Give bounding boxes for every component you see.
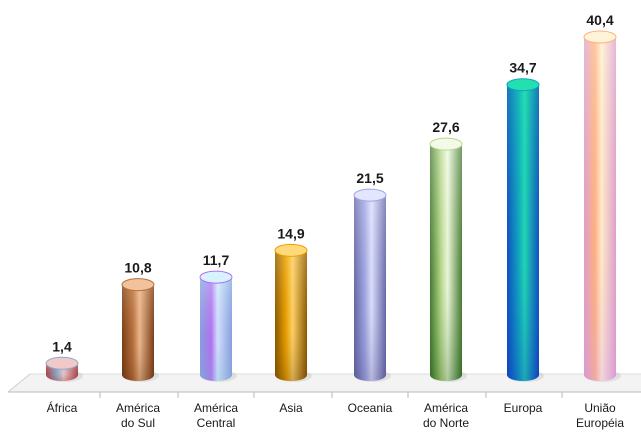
bar (583, 30, 621, 382)
data-label: 10,8 (124, 260, 151, 276)
bar-top (45, 356, 79, 370)
x-tick-label: América do Norte (423, 401, 469, 430)
x-tick-label-line: do Sul (121, 416, 155, 430)
bar-top (353, 188, 387, 202)
x-tick-label-line: Central (197, 416, 236, 430)
x-tick-label-line: África (47, 400, 78, 415)
bar-top (199, 270, 233, 284)
bar-top (583, 30, 617, 44)
bar (506, 78, 544, 382)
bar (353, 188, 391, 382)
bar (45, 356, 83, 382)
bar-body-tint (507, 84, 539, 382)
floor-edge-left (7, 373, 31, 393)
x-tick-label-line: Asia (279, 401, 303, 415)
data-label: 21,5 (356, 170, 383, 186)
x-tick-label: América do Sul (116, 401, 160, 430)
chart-floor (7, 373, 641, 398)
x-tick-label-line: Oceania (348, 401, 393, 415)
x-tick-label: União Européia (576, 401, 624, 430)
bar-body-tint (275, 250, 307, 381)
bar (429, 137, 467, 382)
x-tick-label: América Central (194, 401, 238, 430)
bar-top (506, 78, 540, 92)
bar-body-tint (354, 195, 386, 381)
x-tick-label-line: América (116, 401, 160, 415)
x-tick-label: Asia (279, 401, 303, 415)
x-tick-label-line: do Norte (423, 416, 469, 430)
data-label: 34,7 (509, 60, 536, 76)
x-tick-label-line: América (424, 401, 468, 415)
bar (121, 278, 159, 382)
data-label: 40,4 (586, 12, 613, 28)
data-label: 1,4 (52, 338, 72, 354)
bars (45, 30, 621, 382)
x-tick-label: Europa (504, 401, 543, 415)
bar (274, 243, 312, 382)
x-tick-label-line: América (194, 401, 238, 415)
x-tick-label-line: Européia (576, 416, 624, 430)
bar (199, 270, 237, 382)
data-label: 11,7 (203, 252, 230, 268)
bar-body-tint (200, 277, 232, 381)
x-tick-label: África (47, 400, 78, 415)
floor-plane (8, 374, 641, 392)
bar-body-tint (122, 284, 154, 381)
bar-top (121, 278, 155, 292)
bar-top (274, 243, 308, 257)
data-label: 14,9 (277, 225, 304, 241)
bar-top (429, 137, 463, 151)
bar-body-tint (430, 144, 462, 381)
data-label: 27,6 (432, 119, 459, 135)
bar-body-tint (584, 37, 616, 381)
x-tick-label-line: Europa (504, 401, 543, 415)
x-tick-label: Oceania (348, 401, 393, 415)
x-tick-label-line: União (584, 401, 616, 415)
